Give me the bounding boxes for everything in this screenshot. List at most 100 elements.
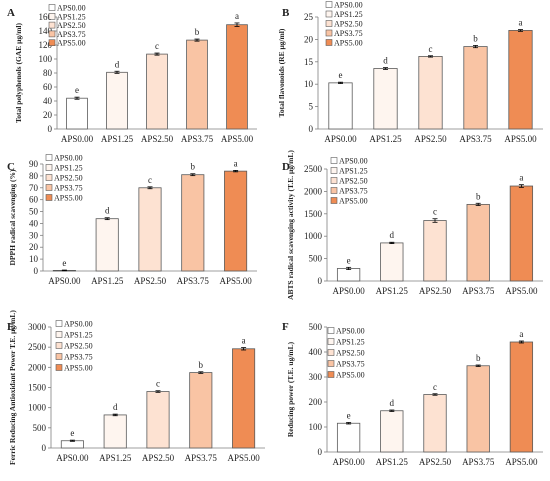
significance-letter: b [473, 33, 478, 43]
legend-swatch [325, 29, 333, 37]
y-tick-label: 100 [309, 422, 323, 432]
panel-label: E [7, 321, 14, 333]
chart-panel-e: E 0 500 1000 1500 2000 2500 3000 Ferric Reducing… [7, 310, 265, 465]
y-tick-label: 90 [29, 159, 39, 169]
x-tick-label: APS3.75 [177, 276, 210, 286]
y-tick-label: 200 [309, 397, 323, 407]
bar-aps1-25 [380, 242, 404, 282]
y-tick-label: 500 [33, 423, 47, 433]
legend-swatch [48, 30, 56, 38]
bar-aps2-50 [418, 56, 443, 130]
y-tick-label: 2500 [28, 342, 47, 352]
y-tick-label: 1500 [304, 209, 323, 219]
bar-aps5-00 [509, 341, 534, 453]
legend-swatch [48, 21, 56, 29]
y-tick-label: 40 [43, 96, 53, 106]
significance-letter: d [115, 59, 120, 69]
y-tick-label: 2500 [304, 164, 323, 174]
bar-aps3-75 [463, 46, 488, 130]
significance-letter: b [195, 27, 200, 37]
y-tick-label: 500 [309, 254, 323, 264]
significance-letter: d [390, 230, 395, 240]
y-axis-title: Total polyphenols (GAE μg/ml) [14, 22, 23, 123]
legend-swatch [325, 10, 333, 18]
significance-letter: b [191, 162, 196, 172]
y-tick-label: 0 [318, 447, 323, 457]
legend-label: APS0.00 [336, 327, 365, 336]
x-tick-label: APS0.00 [324, 134, 357, 144]
legend-swatch [327, 360, 335, 367]
significance-letter: e [347, 411, 351, 421]
x-tick-label: APS3.75 [462, 457, 495, 467]
panel-label: B [282, 7, 290, 19]
bar-aps2-50 [146, 53, 168, 130]
y-tick-label: 25 [304, 12, 314, 22]
legend-label: APS2.50 [336, 349, 365, 358]
legend-swatch [48, 39, 56, 47]
y-axis-title: DPPH radical scavenging (%) [8, 169, 17, 266]
x-tick-label: APS3.75 [462, 286, 495, 296]
significance-letter: d [105, 206, 110, 216]
chart-panel-d: D 0 500 1000 1500 2000 2500 ABTS radical scaven… [282, 150, 543, 300]
y-tick-label: 500 [309, 322, 323, 332]
significance-letter: e [70, 428, 74, 438]
legend-label: APS0.00 [57, 4, 86, 13]
significance-letter: a [519, 18, 523, 28]
y-tick-label: 80 [29, 171, 39, 181]
y-tick-label: 0 [309, 124, 314, 134]
chart-panel-f: F 0 100 200 300 400 500 Reducing power (T.E. ug… [282, 321, 543, 467]
y-tick-label: 1500 [28, 383, 47, 393]
legend-swatch [55, 342, 63, 349]
bar-aps0-00 [336, 422, 361, 453]
x-tick-label: APS5.00 [505, 286, 538, 296]
legend-label: APS5.00 [336, 371, 365, 380]
x-tick-label: APS5.00 [221, 134, 254, 144]
legend-label: APS2.50 [64, 342, 93, 351]
legend-swatch [330, 167, 338, 174]
y-axis-title: Total flavonoids (RE μg/ml) [277, 28, 286, 117]
y-tick-label: 50 [29, 207, 39, 217]
panel-label: C [7, 161, 15, 173]
bar-aps0-00 [336, 268, 361, 282]
y-axis-title: ABTS radical scavenging activity (T.E. μ… [286, 150, 295, 300]
y-tick-label: 80 [43, 68, 53, 78]
legend-label: APS3.75 [57, 30, 86, 39]
significance-letter: a [242, 336, 246, 346]
bar-aps3-75 [466, 203, 490, 282]
bar-aps3-75 [189, 372, 213, 449]
significance-letter: e [339, 70, 343, 80]
significance-letter: b [476, 191, 481, 201]
bar-aps1-25 [373, 68, 398, 130]
legend-label: APS2.50 [57, 21, 86, 30]
y-tick-label: 30 [29, 230, 39, 240]
bar-aps3-75 [186, 39, 208, 130]
x-tick-label: APS5.00 [505, 457, 538, 467]
x-tick-label: APS2.50 [419, 457, 452, 467]
legend-label: APS2.50 [339, 177, 368, 186]
legend-label: APS0.00 [64, 320, 93, 329]
legend-swatch [48, 13, 56, 20]
significance-letter: a [519, 329, 523, 339]
significance-letter: e [347, 255, 351, 265]
legend-swatch [45, 184, 53, 191]
significance-letter: d [383, 56, 388, 66]
bar-aps5-00 [224, 170, 248, 272]
y-tick-label: 120 [39, 40, 53, 50]
y-tick-label: 0 [42, 443, 47, 453]
significance-letter: c [156, 379, 160, 389]
bar-aps0-00 [60, 440, 84, 449]
x-tick-label: APS2.50 [414, 134, 447, 144]
x-tick-label: APS3.75 [185, 453, 218, 463]
y-tick-label: 20 [304, 34, 314, 44]
bar-aps2-50 [423, 394, 447, 453]
y-tick-label: 40 [29, 218, 39, 228]
y-tick-label: 60 [43, 82, 53, 92]
legend-swatch [45, 154, 53, 161]
bar-aps5-00 [232, 348, 256, 449]
y-axis-title: Reducing power (T.E. ug/mL) [286, 341, 295, 437]
significance-letter: a [234, 158, 238, 168]
y-tick-label: 20 [29, 242, 39, 252]
